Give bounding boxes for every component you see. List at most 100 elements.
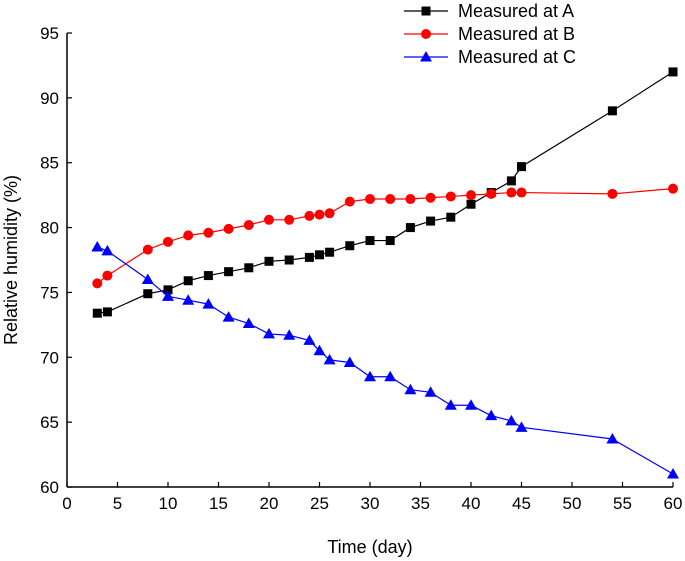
x-tick-label: 25 — [310, 494, 329, 513]
y-tick-label: 90 — [40, 89, 59, 108]
y-ticks: 60 65 70 75 80 85 90 95 — [40, 24, 72, 497]
data-point — [222, 311, 235, 322]
series-layer — [91, 67, 679, 479]
y-tick-label: 95 — [40, 24, 59, 43]
data-point — [304, 252, 314, 262]
data-point — [426, 216, 436, 226]
data-point — [506, 176, 516, 186]
data-point — [667, 468, 679, 479]
x-tick-label: 15 — [209, 494, 228, 513]
data-point — [163, 285, 173, 295]
data-point — [223, 223, 234, 234]
series-measured-at-a — [92, 67, 678, 318]
data-point — [345, 241, 355, 251]
data-point — [607, 188, 618, 199]
data-point — [517, 162, 526, 172]
legend-marker — [420, 51, 432, 62]
legend-item-measured-at-c: Measured at C — [404, 47, 576, 67]
data-point — [143, 289, 153, 299]
data-point — [424, 386, 437, 397]
x-tick-label: 20 — [260, 494, 279, 513]
data-point — [365, 236, 375, 246]
x-ticks: 0 5 10 15 20 25 30 35 40 45 50 55 60 — [62, 482, 682, 513]
y-tick-label: 60 — [40, 478, 59, 497]
x-tick-label: 60 — [664, 494, 683, 513]
legend-item-measured-at-a: Measured at A — [404, 1, 574, 21]
data-point — [162, 290, 174, 301]
data-point — [224, 267, 234, 277]
x-tick-label: 40 — [462, 494, 481, 513]
data-point — [264, 256, 274, 266]
data-point — [284, 255, 294, 265]
data-point — [344, 196, 355, 207]
data-point — [92, 278, 103, 289]
data-point — [315, 250, 324, 260]
data-point — [142, 244, 153, 255]
legend-label: Measured at C — [458, 47, 576, 67]
data-point — [323, 353, 336, 365]
series-line — [97, 71, 674, 314]
data-point — [263, 327, 275, 339]
data-point — [283, 329, 296, 340]
series-measured-at-b — [92, 183, 678, 289]
x-tick-label: 5 — [113, 494, 122, 513]
data-point — [606, 433, 619, 444]
x-tick-label: 0 — [62, 494, 71, 513]
data-point — [668, 183, 678, 194]
legend-label: Measured at A — [458, 1, 574, 21]
data-point — [445, 191, 456, 202]
y-tick-label: 85 — [40, 154, 59, 173]
data-point — [324, 208, 335, 219]
data-point — [515, 421, 528, 432]
x-tick-label: 55 — [613, 494, 632, 513]
data-point — [465, 399, 477, 410]
x-tick-label: 35 — [411, 494, 430, 513]
data-point — [203, 227, 214, 238]
data-point — [444, 399, 457, 410]
data-point — [92, 308, 102, 318]
data-point — [446, 212, 456, 222]
data-point — [485, 409, 498, 421]
data-point — [101, 244, 114, 256]
data-point — [486, 188, 497, 199]
data-point — [364, 370, 376, 382]
data-point — [183, 230, 194, 241]
x-tick-label: 45 — [512, 494, 531, 513]
x-axis-title: Time (day) — [327, 537, 412, 557]
data-point — [365, 194, 375, 205]
data-point — [384, 370, 397, 382]
data-point — [668, 67, 678, 77]
data-point — [466, 190, 476, 201]
data-point — [313, 344, 326, 356]
data-point — [304, 210, 315, 221]
data-point — [325, 247, 335, 257]
data-point — [203, 271, 213, 281]
data-point — [243, 219, 254, 230]
legend-marker — [421, 29, 431, 39]
data-point — [244, 263, 254, 273]
plot-area: 0 5 10 15 20 25 30 35 40 45 50 55 60 60 65 70 75 80 85 90 9… — [40, 24, 682, 513]
y-axis-title: Relative humidity (%) — [1, 175, 21, 345]
data-point — [425, 192, 436, 203]
data-point — [242, 317, 255, 329]
data-point — [607, 106, 617, 116]
y-tick-label: 65 — [40, 413, 59, 432]
legend: Measured at A Measured at B Measured at C — [404, 1, 576, 67]
y-tick-label: 75 — [40, 283, 59, 302]
data-point — [314, 209, 325, 220]
x-tick-label: 50 — [563, 494, 582, 513]
data-point — [303, 334, 316, 345]
data-point — [405, 223, 415, 233]
data-point — [102, 307, 112, 317]
data-point — [505, 414, 518, 426]
series-line — [97, 246, 674, 475]
y-tick-label: 70 — [40, 348, 59, 367]
data-point — [182, 294, 195, 305]
legend-marker — [421, 6, 431, 16]
data-point — [405, 194, 416, 205]
data-point — [141, 273, 154, 284]
data-point — [163, 236, 173, 247]
y-tick-label: 80 — [40, 219, 59, 238]
data-point — [385, 236, 395, 246]
data-point — [264, 214, 274, 225]
